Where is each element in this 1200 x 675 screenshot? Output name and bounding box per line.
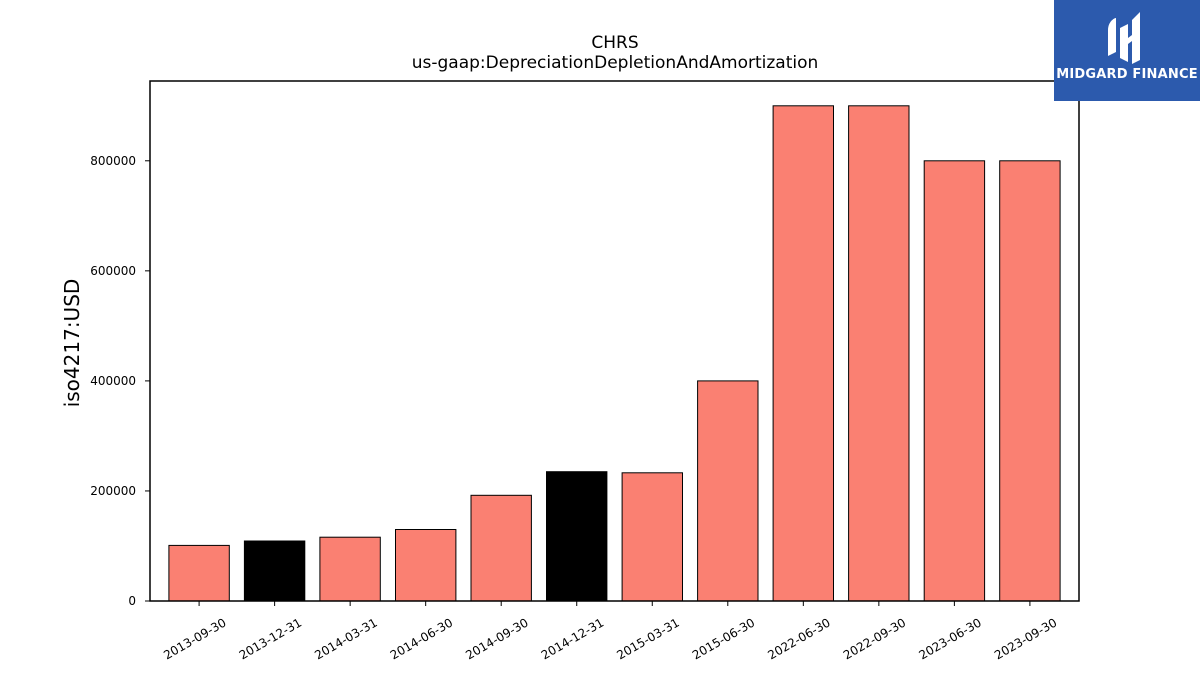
x-tick-label: 2022-09-30 <box>841 615 908 662</box>
bar-2014-12-31 <box>546 471 608 602</box>
chart-title: CHRS <box>591 33 638 53</box>
x-tick-label: 2015-03-31 <box>614 615 681 662</box>
x-tick-label: 2014-06-30 <box>388 615 455 662</box>
bar-2013-09-30 <box>168 544 230 602</box>
x-tick-label: 2013-12-31 <box>237 615 304 662</box>
x-tick-label: 2015-06-30 <box>690 615 757 662</box>
y-tick-label: 800000 <box>90 154 136 168</box>
y-axis-label: iso4217:USD <box>60 279 84 408</box>
bars-group <box>168 105 1061 602</box>
plot-frame <box>149 80 1080 602</box>
chart-subtitle: us-gaap:DepreciationDepletionAndAmortiza… <box>412 53 819 73</box>
brand-name: MIDGARD FINANCE <box>1056 67 1198 82</box>
brand-logo: MIDGARD FINANCE <box>1054 0 1200 101</box>
bar-2014-03-31 <box>319 536 381 602</box>
bar-2014-09-30 <box>470 494 532 602</box>
y-tick-label: 200000 <box>90 484 136 498</box>
y-tick-label: 0 <box>128 594 136 608</box>
x-tick-label: 2014-12-31 <box>539 615 606 662</box>
x-tick-label: 2023-06-30 <box>916 615 983 662</box>
x-tick-label: 2013-09-30 <box>161 615 228 662</box>
x-tick-label: 2014-03-31 <box>312 615 379 662</box>
x-tick-label: 2014-09-30 <box>463 615 530 662</box>
bar-2015-03-31 <box>621 472 683 602</box>
bar-2022-06-30 <box>772 105 834 602</box>
midgard-logo-icon <box>1108 12 1140 64</box>
bar-2013-12-31 <box>243 540 306 602</box>
bar-2023-06-30 <box>923 160 986 602</box>
x-tick-label: 2023-09-30 <box>992 615 1059 662</box>
x-ticks-group: 2013-09-30 2013-12-31 2014-03-31 2014-06-30… <box>161 601 1059 662</box>
y-tick-label: 600000 <box>90 264 136 278</box>
bar-2015-06-30 <box>697 380 759 602</box>
bar-2023-09-30 <box>999 160 1061 602</box>
bar-2014-06-30 <box>395 529 457 602</box>
bar-2022-09-30 <box>848 105 910 602</box>
y-tick-label: 400000 <box>90 374 136 388</box>
x-tick-label: 2022-06-30 <box>765 615 832 662</box>
y-ticks-group: 0 200000 400000 600000 800000 <box>90 154 150 608</box>
